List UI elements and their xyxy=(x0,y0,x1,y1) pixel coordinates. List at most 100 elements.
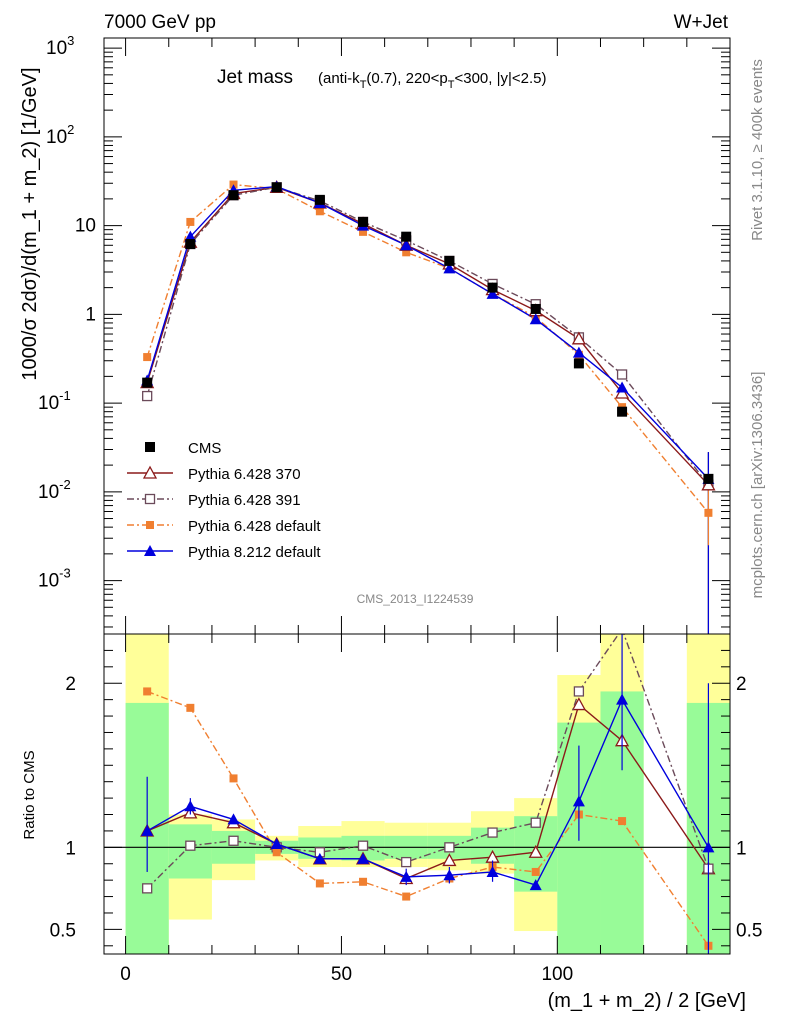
data-point xyxy=(228,190,239,201)
ratio-series-3 xyxy=(141,634,715,954)
main-axes: 10-3 10-2 10-1 1 10 102 103 xyxy=(38,33,731,634)
legend-label: Pythia 8.212 default xyxy=(188,544,321,561)
y-tick-label: 1 xyxy=(85,304,96,325)
ratio-point xyxy=(572,795,585,807)
ratio-frame xyxy=(103,633,731,955)
ratio-series-1 xyxy=(142,634,714,894)
data-point xyxy=(443,262,456,274)
ratio-axes: 0.5 0.5 1 1 2 2 0 50 100 xyxy=(50,634,762,985)
ratio-point xyxy=(573,686,585,697)
legend-marker xyxy=(144,545,156,556)
ratio-y-tick-label-left: 1 xyxy=(65,838,76,859)
ratio-point xyxy=(357,840,369,851)
ratio-point xyxy=(143,687,152,696)
ratio-point xyxy=(531,867,540,876)
legend-label: Pythia 6.428 default xyxy=(188,518,321,535)
ratio-point xyxy=(227,813,240,825)
ratio-point xyxy=(571,697,586,711)
ratio-point xyxy=(402,892,411,901)
ratio-point xyxy=(443,869,456,881)
data-point xyxy=(486,287,499,299)
mcplots-label: mcplots.cern.ch [arXiv:1306.3436] xyxy=(749,372,766,599)
legend-item: Pythia 6.428 370 xyxy=(127,465,301,483)
data-point xyxy=(185,239,196,250)
data-point xyxy=(359,227,368,236)
legend-item: CMS xyxy=(145,440,221,457)
ratio-point xyxy=(141,824,154,836)
rivet-label: Rivet 3.1.10, ≥ 400k events xyxy=(749,59,766,241)
ratio-point xyxy=(528,844,543,858)
legend: CMS Pythia 6.428 370 Pythia 6.428 391 Pythi… xyxy=(127,440,321,561)
data-point xyxy=(703,473,714,484)
ratio-y-tick-label-right: 0.5 xyxy=(736,920,762,941)
legend-item: Pythia 6.428 391 xyxy=(127,492,301,509)
series-3 xyxy=(146,183,709,514)
ratio-y-tick-label-right: 1 xyxy=(736,838,747,859)
ratio-point xyxy=(315,879,324,888)
ratio-y-tick-label-left: 0.5 xyxy=(50,920,76,941)
y-axis-label: 1000/σ 2dσ)/d(m_1 + m_2) [1/GeV] xyxy=(19,67,41,380)
data-point xyxy=(271,182,282,193)
ratio-point xyxy=(185,840,196,851)
ratio-point xyxy=(616,634,628,635)
ratio-point xyxy=(401,856,412,868)
data-point xyxy=(142,390,153,402)
legend-item: Pythia 6.428 default xyxy=(127,518,321,535)
data-point xyxy=(573,358,584,369)
ratio-point xyxy=(184,800,197,812)
legend-label: Pythia 6.428 370 xyxy=(188,466,301,483)
data-point xyxy=(614,385,630,399)
data-point xyxy=(314,194,325,205)
ratio-point xyxy=(618,817,627,826)
y-tick-label: 10-3 xyxy=(38,566,71,592)
ratio-point xyxy=(142,883,153,894)
data-point xyxy=(487,282,498,293)
data-point xyxy=(617,406,628,417)
ratio-point xyxy=(702,841,715,853)
series-line xyxy=(146,186,709,486)
data-point xyxy=(143,353,152,362)
header-left: 7000 GeV pp xyxy=(104,12,216,33)
ratio-point xyxy=(270,838,283,850)
ratio-point xyxy=(229,774,238,783)
ratio-point xyxy=(486,865,499,877)
ratio-data-layer xyxy=(140,634,716,954)
ratio-point xyxy=(530,817,541,828)
data-point xyxy=(444,255,455,266)
legend-item: Pythia 8.212 default xyxy=(127,544,321,561)
ratio-point xyxy=(228,835,239,846)
ratio-point xyxy=(442,853,457,867)
x-tick-label: 100 xyxy=(541,964,573,985)
ratio-uncertainty-bands xyxy=(125,634,730,954)
main-data-layer xyxy=(140,179,716,634)
legend-marker xyxy=(142,465,158,479)
ratio-point xyxy=(487,827,498,838)
legend-marker xyxy=(146,521,154,529)
data-point xyxy=(184,230,197,242)
x-axis-label: (m_1 + m_2) / 2 [GeV] xyxy=(548,990,746,1012)
data-point xyxy=(186,217,195,226)
x-tick-label: 50 xyxy=(331,964,352,985)
legend-marker xyxy=(144,493,156,505)
ratio-point xyxy=(400,870,413,882)
ratio-point xyxy=(444,842,455,853)
data-point xyxy=(530,303,541,314)
x-tick-label: 0 xyxy=(120,964,131,985)
y-tick-label: 10-2 xyxy=(38,477,71,503)
ratio-point xyxy=(272,848,281,857)
data-point xyxy=(401,231,412,242)
y-tick-label: 10 xyxy=(75,216,96,237)
green-band-1 xyxy=(168,824,212,879)
data-point xyxy=(701,477,716,491)
legend-label: Pythia 6.428 391 xyxy=(188,492,301,509)
series-2 xyxy=(146,186,709,486)
data-point xyxy=(529,313,542,325)
data-point xyxy=(402,248,411,257)
data-point xyxy=(616,381,629,393)
ratio-point xyxy=(529,879,542,891)
data-point xyxy=(704,508,713,517)
ratio-point xyxy=(359,877,368,886)
data-point xyxy=(315,207,324,216)
y-tick-label: 10-1 xyxy=(38,388,71,414)
